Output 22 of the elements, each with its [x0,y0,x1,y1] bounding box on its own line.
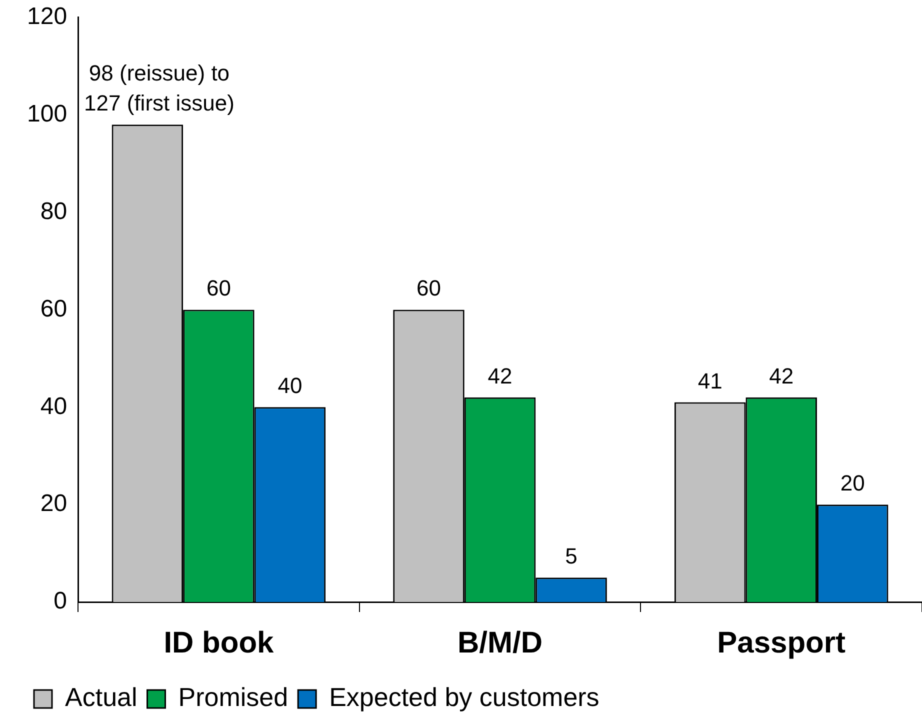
y-tick-label: 0 [54,588,68,615]
data-label: 98 (reissue) to 127 (first issue) [84,60,234,116]
x-tick-label: Passport [717,626,846,660]
data-label: 60 [206,276,231,301]
y-tick-label: 80 [40,198,68,225]
data-label: 5 [565,544,578,569]
data-label: 42 [488,363,512,388]
legend-label: Promised [178,682,288,712]
y-tick-label: 120 [26,3,68,30]
data-label: 40 [278,373,302,398]
data-label: 20 [840,470,865,496]
y-tick-label: 40 [40,392,68,420]
x-tick-label: B/M/D [458,626,543,660]
y-tick-label: 20 [40,490,68,518]
x-tick-label: ID book [164,626,274,660]
legend-label: Expected by customers [329,682,600,712]
y-tick-label: 60 [40,295,68,322]
data-label: 41 [698,368,722,394]
legend-label: Actual [65,682,138,712]
data-label: 60 [416,276,441,301]
y-tick-label: 100 [26,100,68,128]
data-label: 42 [769,363,794,388]
